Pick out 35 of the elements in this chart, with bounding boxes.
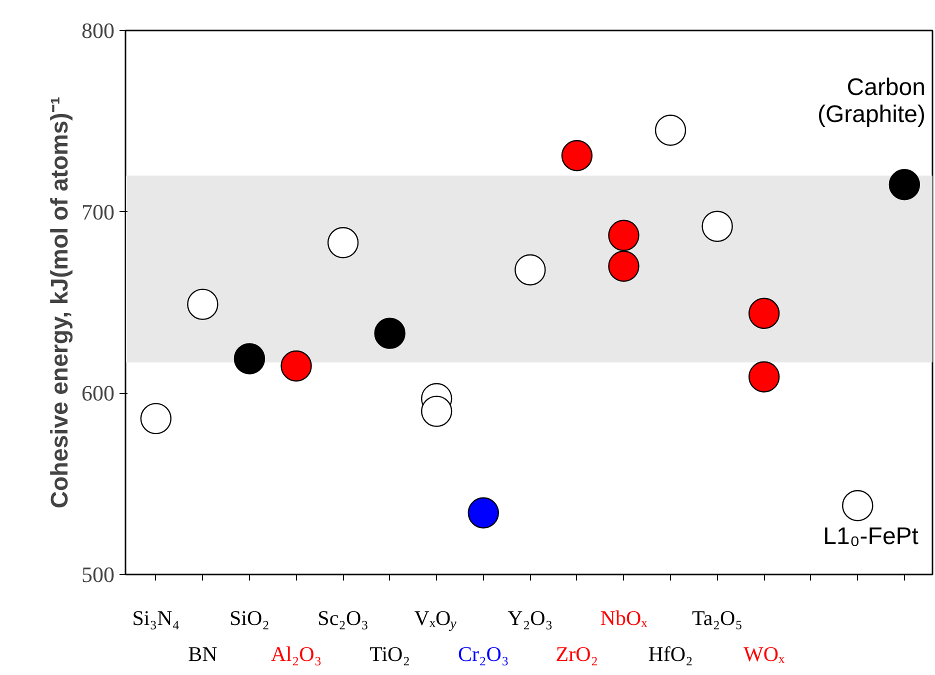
point — [514, 254, 546, 286]
x-tick-label: ZrO₂ — [556, 642, 598, 666]
x-tick-label: Y₂O₃ — [508, 606, 553, 630]
point — [748, 298, 780, 329]
x-tick-label: Cr₂O₃ — [458, 642, 509, 666]
x-tick-label: TiO₂ — [370, 642, 410, 666]
point — [187, 288, 218, 320]
point — [280, 350, 312, 382]
x-tick-label: BN — [188, 642, 218, 666]
annotation: L1₀-FePt — [823, 522, 919, 550]
point — [468, 497, 499, 528]
x-tick-label: Ta₂O₅ — [692, 606, 743, 630]
point — [561, 140, 593, 172]
point — [608, 220, 640, 251]
x-tick-label: WOₓ — [744, 642, 786, 666]
point — [421, 396, 452, 427]
x-tick-label: Sc₂O₃ — [318, 606, 368, 630]
x-tick-label: Al₂O₃ — [270, 642, 322, 666]
y-tick-label: 500 — [82, 562, 114, 587]
x-tick-label: HfO₂ — [648, 642, 693, 666]
annotation: Carbon (Graphite) — [817, 74, 926, 128]
point — [888, 169, 920, 200]
point — [702, 210, 733, 242]
point — [374, 318, 406, 349]
x-tick-label: Si₃N₄ — [132, 606, 180, 630]
x-tick-label: NbOₓ — [600, 606, 648, 630]
point — [748, 361, 780, 392]
point — [608, 250, 640, 282]
y-axis-title: Cohesive energy, kJ(mol of atoms)⁻¹ — [46, 96, 74, 508]
y-tick-label: 700 — [82, 199, 114, 224]
x-tick-label: SiO₂ — [229, 606, 270, 630]
y-tick-label: 600 — [82, 380, 114, 406]
y-tick-label: 800 — [82, 18, 114, 43]
point — [234, 343, 266, 374]
point — [327, 227, 359, 258]
